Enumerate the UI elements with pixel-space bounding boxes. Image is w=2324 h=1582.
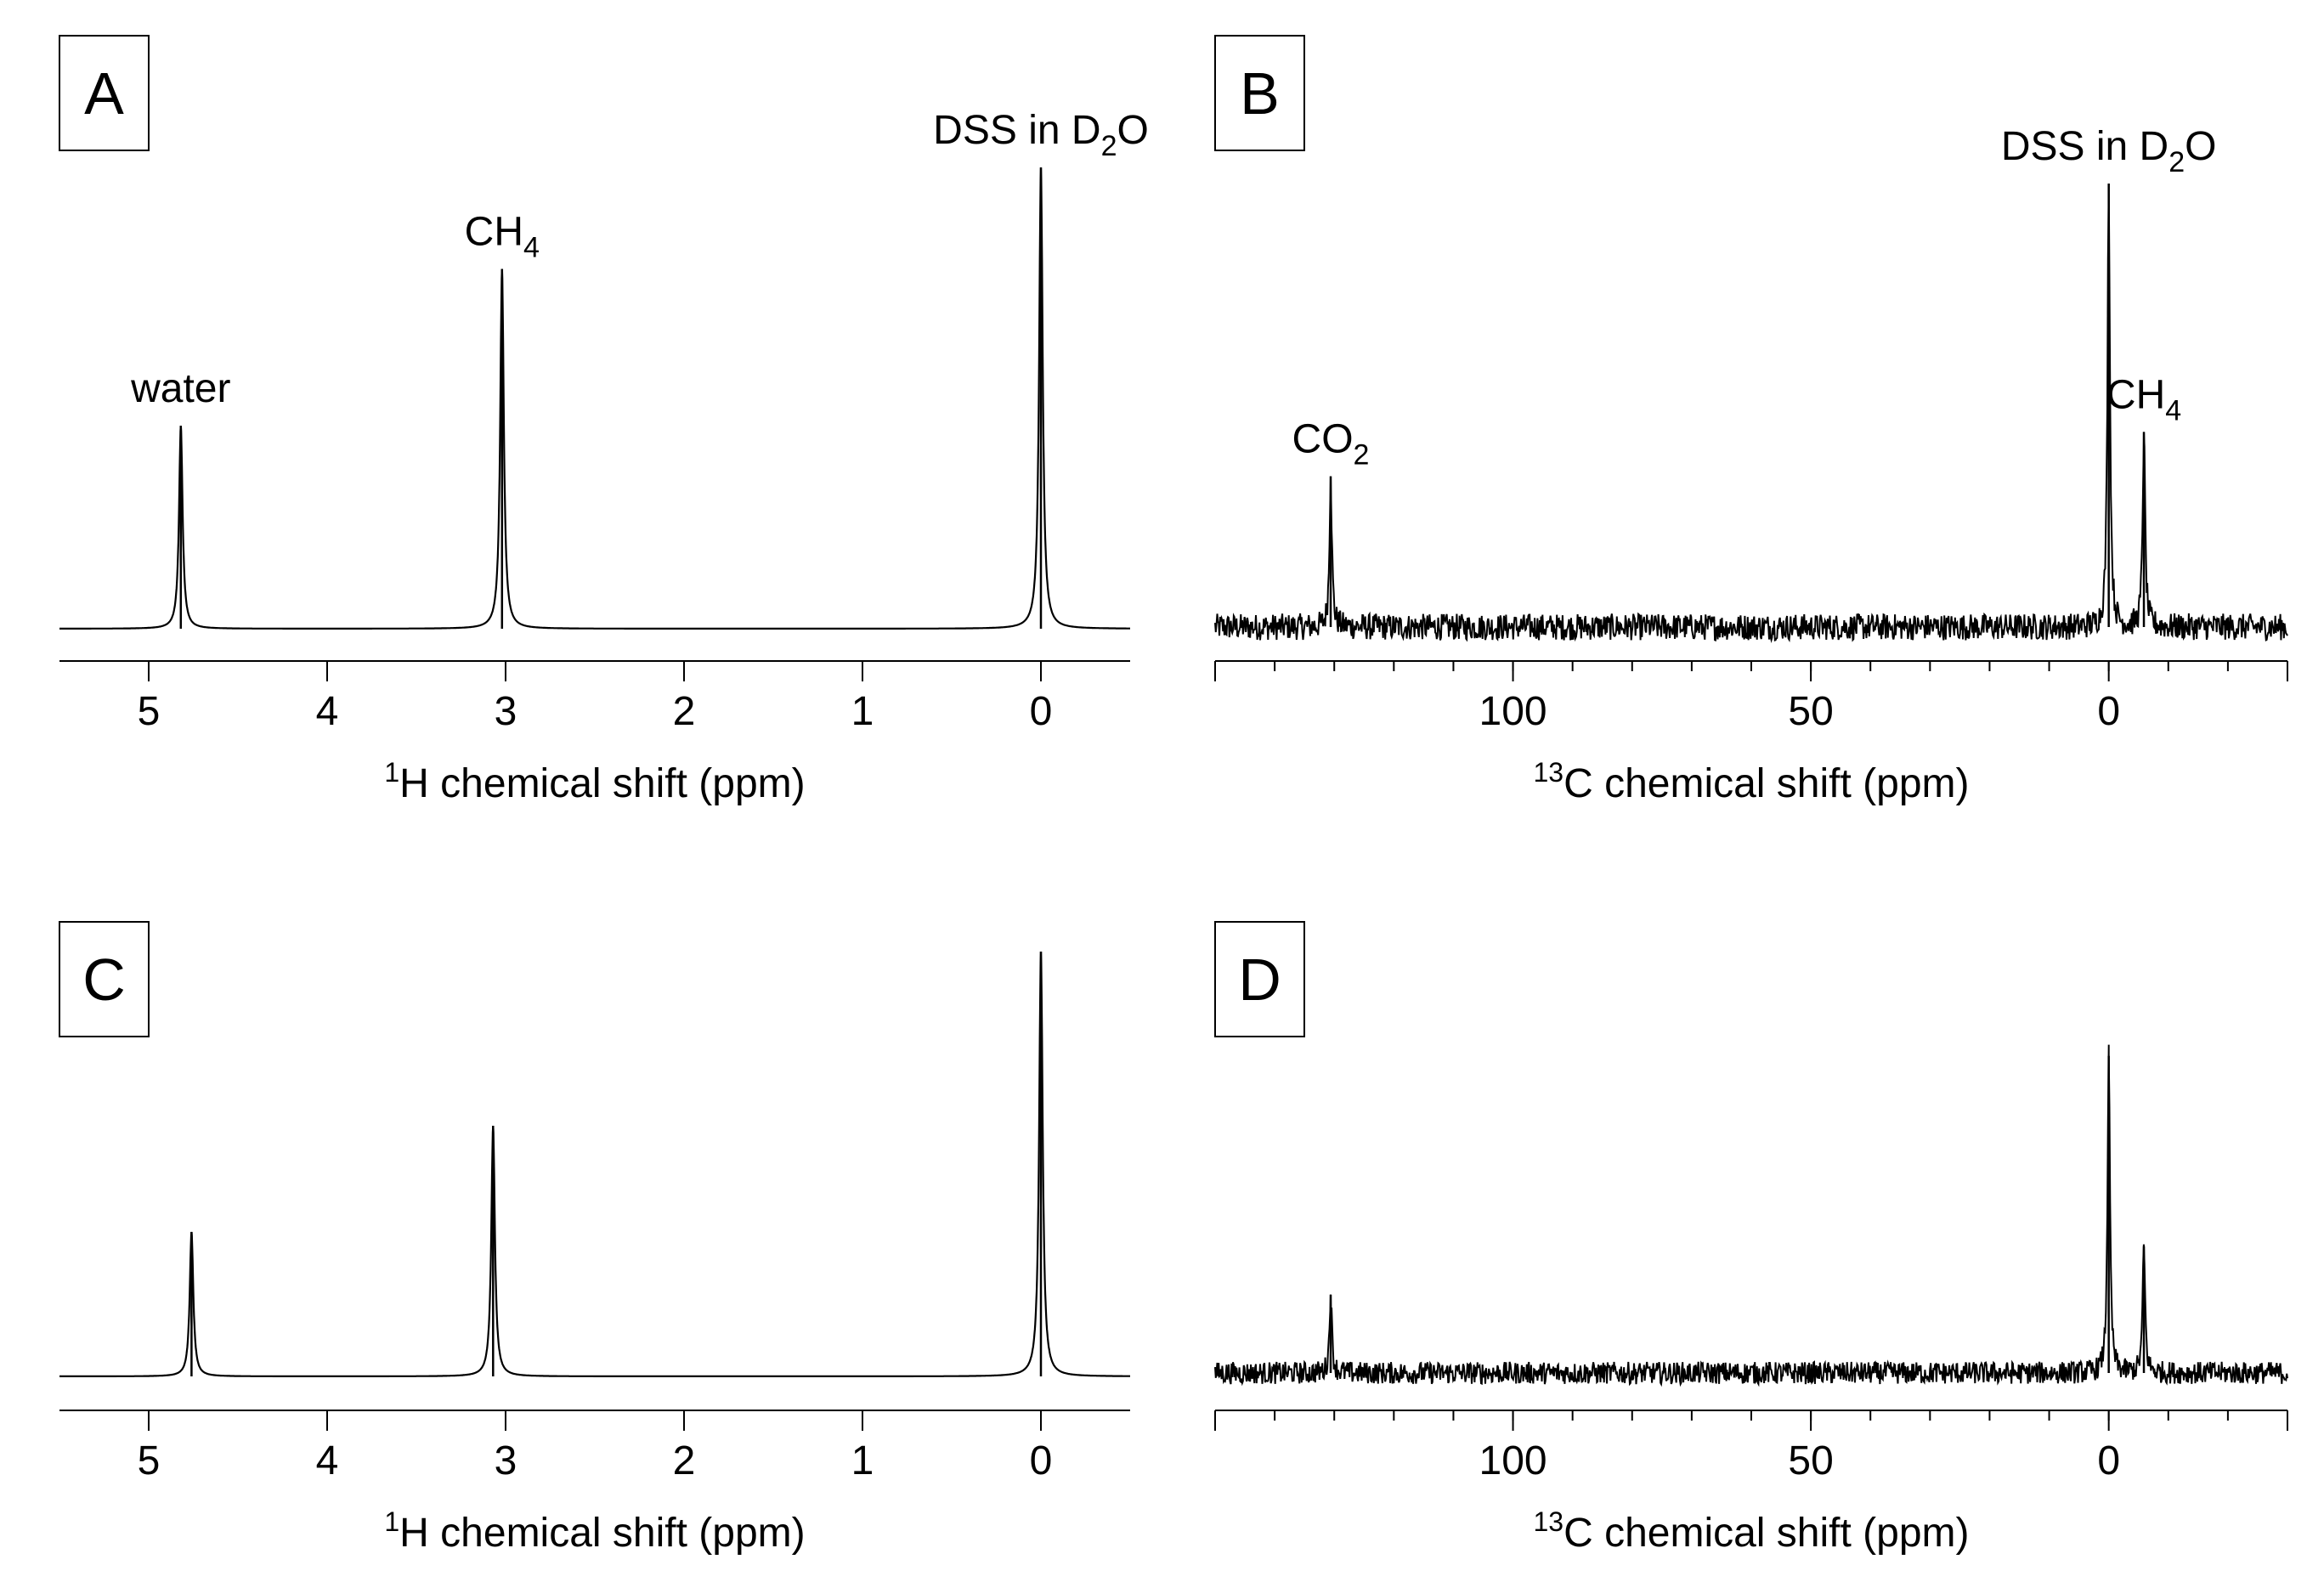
x-tick-label: 100 (1479, 689, 1547, 734)
x-tick-label: 5 (138, 1438, 161, 1483)
x-tick-label: 0 (1030, 689, 1053, 734)
peak-label: DSS in D2O (933, 108, 1149, 162)
x-tick-label: 0 (2097, 689, 2120, 734)
x-tick-label: 5 (138, 689, 161, 734)
x-axis-title-a: 1H chemical shift (ppm) (384, 757, 805, 806)
peak-label: CH4 (2106, 372, 2181, 427)
panel-c-label: C (82, 946, 126, 1013)
panel-a-label-box (59, 35, 150, 151)
peak-label: CH4 (465, 210, 540, 264)
peak-label: water (130, 366, 230, 411)
x-tick-label: 3 (495, 1438, 517, 1483)
panel-b-label-box (1214, 35, 1305, 151)
panel-b-label: B (1240, 60, 1280, 127)
x-tick-label: 1 (851, 689, 874, 734)
x-tick-label: 4 (316, 1438, 339, 1483)
x-tick-label: 1 (851, 1438, 874, 1483)
x-axis-title-b: 13C chemical shift (ppm) (1533, 757, 1969, 806)
x-tick-label: 0 (1030, 1438, 1053, 1483)
x-tick-label: 2 (673, 1438, 696, 1483)
panel-a-label: A (84, 60, 124, 127)
peak-label: CO2 (1292, 417, 1370, 472)
x-tick-label: 3 (495, 689, 517, 734)
x-tick-label: 0 (2097, 1438, 2120, 1483)
x-tick-label: 50 (1788, 1438, 1833, 1483)
panel-c-label-box (59, 921, 150, 1037)
x-tick-label: 100 (1479, 1438, 1547, 1483)
panel-d-label-box (1214, 921, 1305, 1037)
x-tick-label: 50 (1788, 689, 1833, 734)
peak-label: DSS in D2O (2001, 124, 2217, 178)
spectrum-trace-d (1214, 1044, 2288, 1387)
x-axis-title-c: 1H chemical shift (ppm) (384, 1506, 805, 1556)
x-tick-label: 4 (316, 689, 339, 734)
spectrum-trace-a (59, 167, 1130, 630)
x-axis-title-d: 13C chemical shift (ppm) (1533, 1506, 1969, 1556)
spectrum-trace-c (59, 951, 1130, 1377)
x-tick-label: 2 (673, 689, 696, 734)
panel-d-label: D (1238, 946, 1281, 1013)
